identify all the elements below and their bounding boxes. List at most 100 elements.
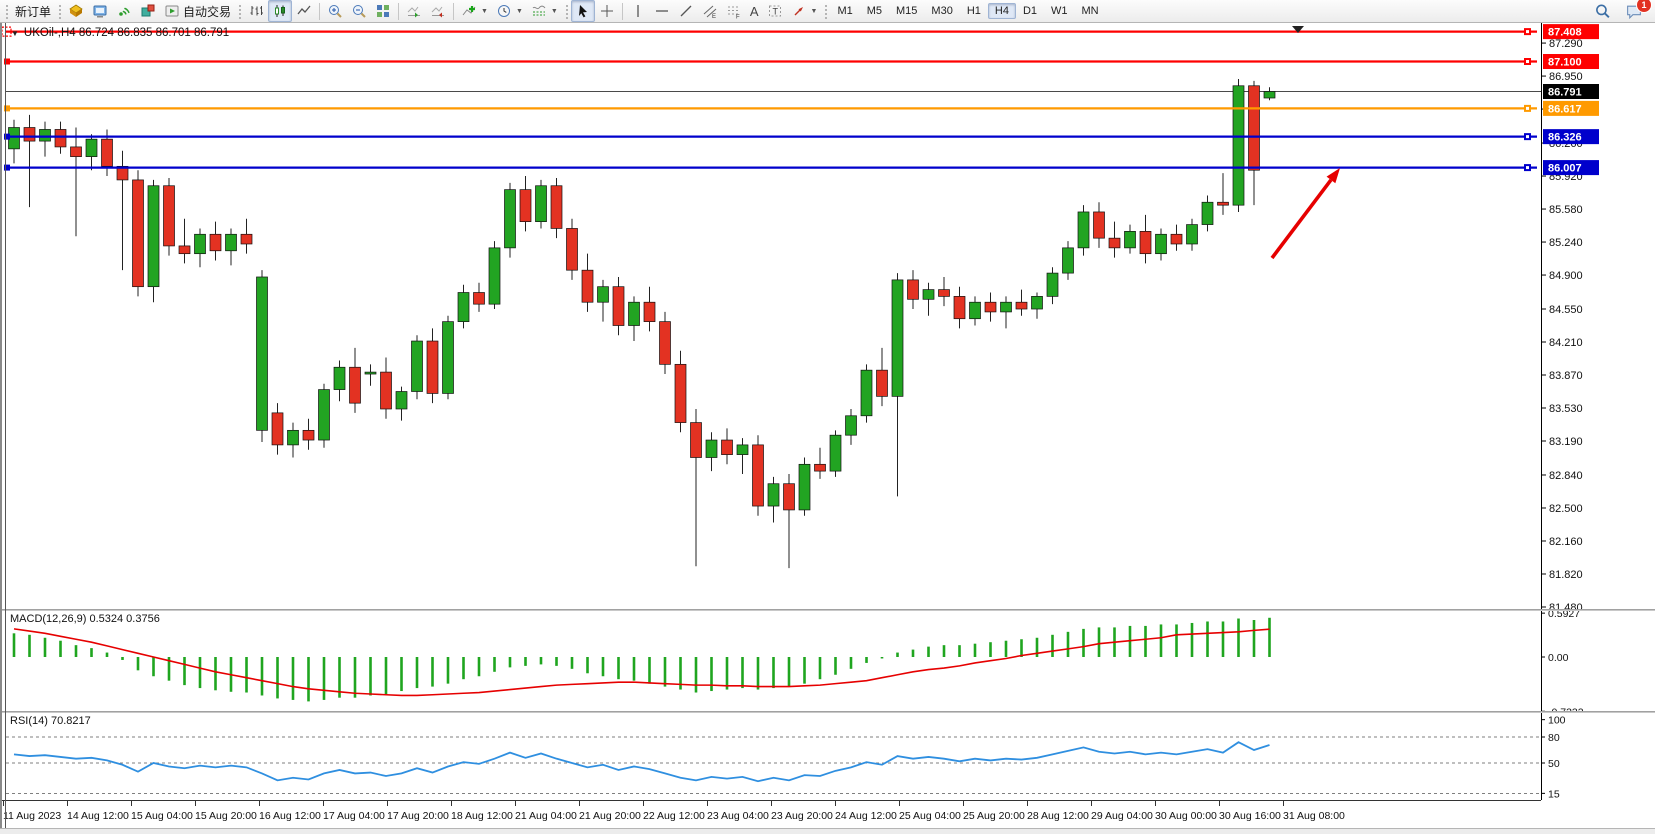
bear-candle-body [550, 185, 563, 229]
bear-candle-body [426, 340, 439, 394]
bull-candle-body [1077, 211, 1090, 249]
line-left-handle[interactable] [4, 164, 10, 171]
vertical-line-icon [637, 5, 639, 17]
market-watch-button[interactable] [64, 0, 88, 22]
price-badge-label: 86.791 [1548, 87, 1582, 99]
zoom-out-button[interactable] [347, 0, 371, 22]
fibonacci-tool-button[interactable]: F [722, 0, 746, 22]
candle [240, 218, 253, 254]
panel-splitter[interactable] [0, 609, 1655, 611]
panel-splitter[interactable] [0, 711, 1655, 713]
indicators-button[interactable]: ▼ [457, 0, 492, 22]
macd-indicator-canvas[interactable]: 0.5927 0.00 -0.7332 [0, 611, 1655, 711]
candle [953, 286, 966, 329]
price-tick-label: 87.290 [1549, 38, 1583, 50]
cursor-tool-button[interactable] [570, 0, 595, 22]
bear-candle-body [1139, 231, 1152, 255]
chevron-down-icon: ▼ [810, 7, 818, 15]
time-axis-label: 17 Aug 20:00 [387, 810, 449, 822]
bull-candle-body [891, 279, 904, 397]
text-label-tool-button[interactable]: T [763, 0, 787, 22]
price-tick-label: 85.240 [1549, 237, 1583, 249]
price-tick-label: 83.190 [1549, 436, 1583, 448]
toolbar-grip[interactable] [4, 3, 9, 19]
bear-candle-body [581, 269, 594, 303]
time-axis-label: 25 Aug 20:00 [963, 810, 1025, 822]
equidistant-channel-icon: E [703, 5, 717, 19]
bear-candle-body [984, 301, 997, 313]
toolbar-grip[interactable] [563, 3, 569, 19]
search-button[interactable] [1590, 0, 1615, 22]
toolbar-grip[interactable] [57, 3, 63, 19]
main-chart-canvas[interactable]: 87.29086.95086.61086.26085.92085.58085.2… [0, 23, 1655, 609]
zoom-in-button[interactable] [323, 0, 347, 22]
arrows-tool-button[interactable]: ▼ [787, 0, 822, 22]
crosshair-tool-button[interactable] [595, 0, 619, 22]
line-chart-button[interactable] [292, 0, 316, 22]
clock-icon [497, 5, 510, 17]
bear-candle-body [690, 422, 702, 458]
line-left-handle[interactable] [4, 105, 10, 112]
bar-chart-button[interactable] [244, 0, 268, 22]
rsi-axis-label: 15 [1548, 788, 1560, 800]
channel-tool-button[interactable]: E [698, 0, 722, 22]
candle [132, 170, 144, 297]
window-left-border [0, 23, 2, 828]
new-order-button[interactable]: 新订单 [11, 0, 55, 22]
candle [1248, 80, 1260, 206]
timeframe-button-d1[interactable]: D1 [1022, 5, 1038, 17]
bear-candle-body [302, 429, 315, 441]
timeframe-button-h4[interactable]: H4 [987, 3, 1016, 19]
line-left-handle[interactable] [4, 58, 10, 65]
line-left-handle[interactable] [1, 26, 12, 37]
horizontal-line-tool-button[interactable] [650, 0, 674, 22]
timeframe-button-mn[interactable]: MN [1081, 5, 1099, 17]
chart-shift-button[interactable] [426, 0, 450, 22]
tile-windows-button[interactable] [371, 0, 395, 22]
timeframe-button-m5[interactable]: M5 [866, 5, 883, 17]
price-badge [1543, 54, 1599, 70]
toolbar-grip[interactable] [237, 3, 243, 19]
bear-candle-body [271, 412, 284, 446]
auto-trading-button[interactable]: 自动交易 [160, 0, 235, 22]
time-axis-label: 30 Aug 00:00 [1155, 810, 1217, 822]
vertical-line-tool-button[interactable] [626, 0, 650, 22]
trend-arrow-annotation[interactable] [1270, 178, 1333, 260]
bull-candle-body [597, 286, 609, 303]
templates-button[interactable]: ▼ [527, 0, 562, 22]
periods-button[interactable]: ▼ [492, 0, 527, 22]
timeframe-button-m30[interactable]: M30 [931, 5, 953, 17]
timeframe-button-h1[interactable]: H1 [966, 5, 981, 17]
bull-candle-body [1031, 296, 1043, 310]
candle [70, 127, 82, 237]
text-tool-button[interactable]: A [746, 0, 763, 22]
candle [411, 335, 423, 400]
bear-candle-body [876, 369, 888, 397]
rsi-indicator-canvas[interactable]: 100 80 50 15 [0, 713, 1655, 800]
candlestick-chart-button[interactable] [268, 0, 293, 22]
timeframe-button-m15[interactable]: M15 [896, 5, 918, 17]
candle [194, 228, 206, 268]
terminal-button[interactable] [88, 0, 112, 22]
candle [1232, 78, 1245, 212]
toolbar-grip[interactable] [823, 3, 829, 19]
window-bottom-strip [0, 828, 1655, 834]
timeframe-button-m1[interactable]: M1 [837, 5, 853, 17]
chat-button[interactable]: 1 [1621, 0, 1652, 22]
bull-candle-body [705, 439, 718, 458]
candle [85, 134, 98, 171]
timeframe-button-w1[interactable]: W1 [1051, 5, 1068, 17]
auto-trading-icon [165, 5, 179, 17]
candle [457, 284, 470, 329]
price-tick-label: 86.950 [1549, 71, 1583, 83]
trendline-tool-button[interactable] [674, 0, 698, 22]
signals-button[interactable] [112, 0, 136, 22]
auto-scroll-button[interactable] [402, 0, 426, 22]
line-left-handle[interactable] [4, 133, 10, 140]
chart-shift-marker-icon[interactable] [1292, 26, 1304, 33]
price-tick-label: 84.900 [1549, 270, 1583, 282]
line-handle-dot [1526, 30, 1529, 34]
price-badge-label: 87.408 [1548, 27, 1582, 39]
text-tool-icon: A [749, 3, 759, 19]
strategy-tester-button[interactable] [136, 0, 160, 22]
